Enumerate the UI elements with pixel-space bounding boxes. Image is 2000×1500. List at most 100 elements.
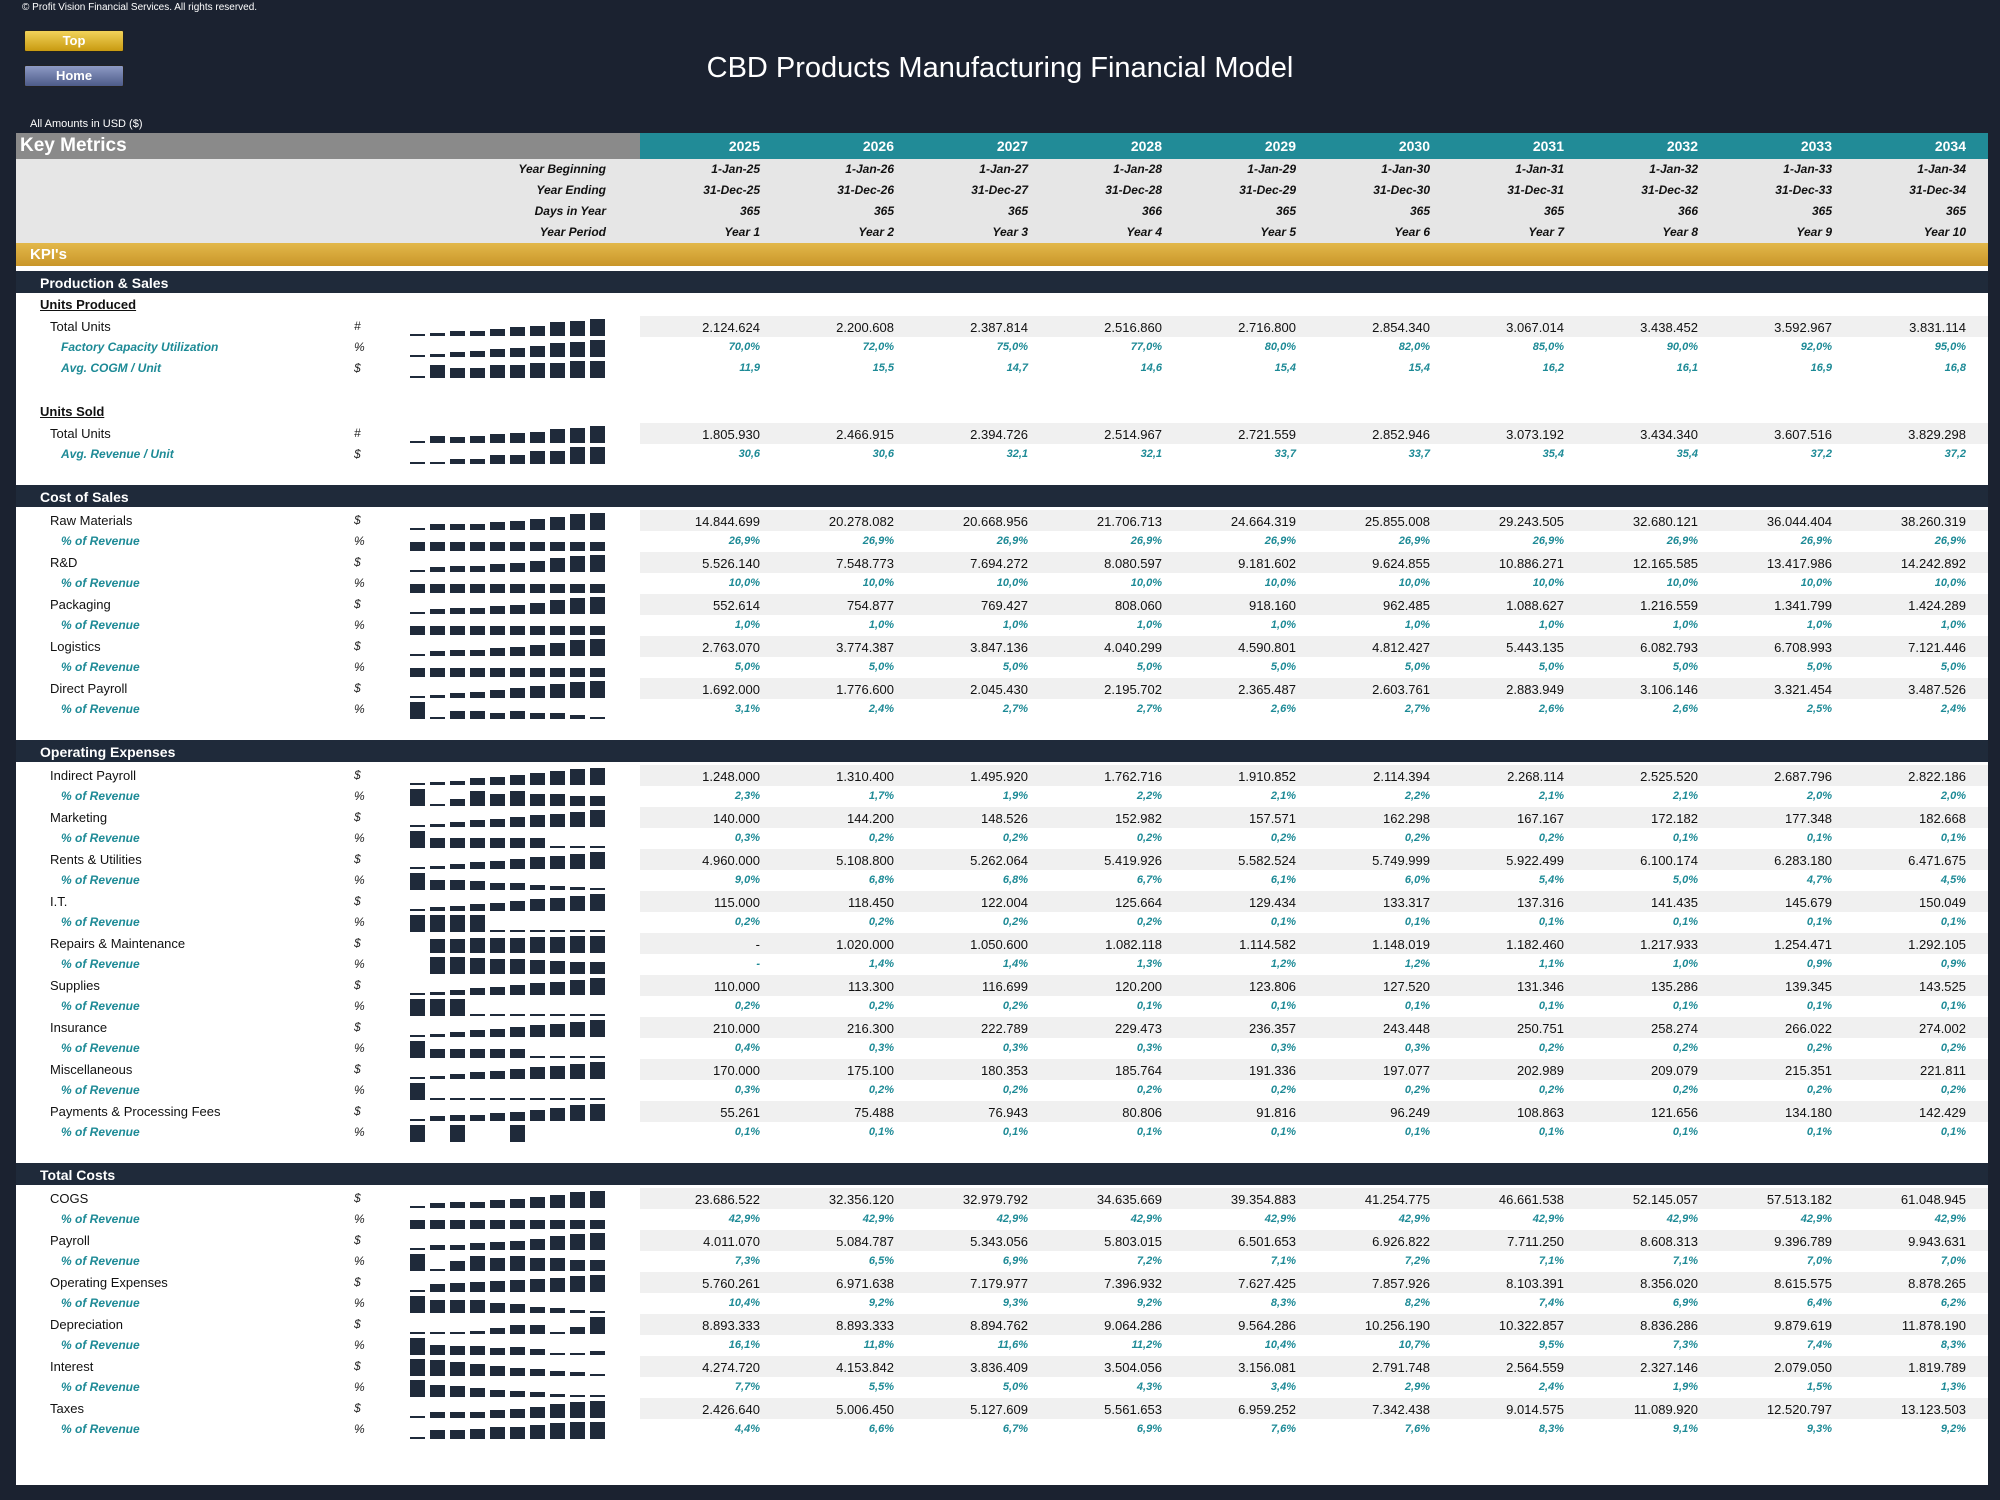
spark-bar <box>570 715 585 719</box>
ratio-row: % of Revenue% 10,0% 10,0% 10,0% 10,0% 10,0% 10… <box>16 573 1988 594</box>
value-cell: 1,0% <box>1538 619 1564 631</box>
value-cells: 0,1% 0,1% 0,1% 0,1% 0,1% 0,1% 0,1% 0,1% 0,1% 0,1% <box>640 1122 1988 1143</box>
value-cells: 4,4% 6,6% 6,7% 6,9% 7,6% 7,6% 8,3% 9,1% 9,3% 9,2% <box>640 1419 1988 1440</box>
spark-bar <box>510 1027 525 1037</box>
value-cell: 2.195.702 <box>1104 682 1162 697</box>
spark-bar <box>530 899 545 911</box>
value-cell: 80.806 <box>1122 1105 1162 1120</box>
spark-bar <box>550 846 565 848</box>
value-cells: 0,4% 0,3% 0,3% 0,3% 0,3% 0,3% 0,2% 0,2% 0,2% 0,2% <box>640 1038 1988 1059</box>
value-cell: 1.020.000 <box>836 937 894 952</box>
value-cell: 5,0% <box>1806 661 1832 673</box>
value-cell: 5.922.499 <box>1506 853 1564 868</box>
spark-bar <box>510 1368 525 1376</box>
value-cell: 8.356.020 <box>1640 1276 1698 1291</box>
spark-bar <box>470 331 485 336</box>
spark-bar <box>450 1115 465 1121</box>
value-cell: 11,6% <box>997 1339 1028 1351</box>
value-cells: 14.844.699 20.278.082 20.668.956 21.706.713… <box>640 510 1988 531</box>
value-cell: 9,1% <box>1672 1423 1698 1435</box>
meta-value: 1-Jan-34 <box>1917 162 1966 176</box>
unit-symbol: $ <box>354 1317 361 1331</box>
value-cell: 57.513.182 <box>1766 1192 1832 1207</box>
value-cell: 1,7% <box>868 790 894 802</box>
value-cell: 5.561.653 <box>1104 1402 1162 1417</box>
spark-bar <box>470 626 485 635</box>
value-cells: 11,9 15,5 14,7 14,6 15,4 15,4 16,2 16,1 16,9 16,8 <box>640 358 1988 379</box>
spark-bar <box>490 1366 505 1376</box>
value-cell: 8,2% <box>1404 1297 1430 1309</box>
meta-value: 365 <box>1275 204 1296 218</box>
value-cell: 9.879.619 <box>1774 1318 1832 1333</box>
spark-bar <box>470 1429 485 1439</box>
value-cell: 32.680.121 <box>1632 514 1698 529</box>
spark-bar <box>530 584 545 593</box>
sparkline <box>410 915 605 932</box>
spark-bar <box>430 999 445 1016</box>
spark-bar <box>590 447 605 464</box>
spark-bar <box>490 1113 505 1121</box>
spark-bar <box>430 717 445 719</box>
value-cell: 0,2% <box>1672 1084 1698 1096</box>
value-cell: 1,0% <box>734 619 760 631</box>
spark-bar <box>430 354 445 357</box>
value-cell: 6,4% <box>1806 1297 1832 1309</box>
spark-bar <box>410 1248 425 1250</box>
value-cells: 2.426.640 5.006.450 5.127.609 5.561.653 6.95… <box>640 1398 1988 1419</box>
value-cell: 7,1% <box>1538 1255 1564 1267</box>
value-cell: 1,0% <box>868 619 894 631</box>
spark-bar <box>510 883 525 890</box>
spark-bar <box>530 626 545 635</box>
spark-bar <box>430 542 445 551</box>
value-cell: 7.179.977 <box>970 1276 1028 1291</box>
value-cell: 216.300 <box>847 1021 894 1036</box>
value-cell: 2.564.559 <box>1506 1360 1564 1375</box>
value-cell: 26,9% <box>1800 535 1832 547</box>
spark-bar <box>550 584 565 593</box>
row-label: Payroll <box>50 1233 90 1248</box>
value-cell: 1,2% <box>1404 958 1430 970</box>
value-cell: 9,3% <box>1806 1423 1832 1435</box>
spark-bar <box>570 1105 585 1121</box>
value-cell: 12.520.797 <box>1766 1402 1832 1417</box>
value-cell: 10,0% <box>1532 577 1564 589</box>
meta-value: 1-Jan-30 <box>1381 162 1430 176</box>
home-button[interactable]: Home <box>24 65 124 87</box>
spark-bar <box>470 1412 485 1418</box>
metric-row: Depreciation $8.893.333 8.893.333 8.894.762… <box>16 1314 1988 1335</box>
spark-bar <box>550 1195 565 1208</box>
meta-value: 365 <box>873 204 894 218</box>
value-cell: 2.268.114 <box>1507 769 1564 784</box>
spark-bar <box>470 436 485 443</box>
value-cell: 7,2% <box>1136 1255 1162 1267</box>
value-cells: 4.960.000 5.108.800 5.262.064 5.419.926 5.58… <box>640 849 1988 870</box>
value-cell: 9.624.855 <box>1372 556 1430 571</box>
value-cell: 2.365.487 <box>1238 682 1296 697</box>
ratio-row: % of Revenue% 7,3% 6,5% 6,9% 7,2% 7,1% 7,2% 7,1… <box>16 1251 1988 1272</box>
spark-bar <box>570 812 585 827</box>
value-cell: 0,1% <box>1404 916 1430 928</box>
meta-value: Year 4 <box>1126 225 1162 239</box>
spark-bar <box>590 1275 605 1292</box>
spark-bar <box>490 777 505 785</box>
sparkline <box>410 447 605 464</box>
value-cell: 0,2% <box>868 1084 894 1096</box>
spark-bar <box>550 961 565 974</box>
spark-bar <box>590 810 605 827</box>
meta-value: 1-Jan-29 <box>1247 162 1296 176</box>
spark-bar <box>450 957 465 974</box>
value-cell: 5,0% <box>1672 661 1698 673</box>
spark-bar <box>510 668 525 677</box>
spark-bar <box>410 654 425 656</box>
metric-row: Interest $4.274.720 4.153.842 3.836.409 3.50… <box>16 1356 1988 1377</box>
value-cell: 0,1% <box>1806 916 1832 928</box>
value-cell: 1,4% <box>1002 958 1028 970</box>
unit-symbol: $ <box>354 447 361 461</box>
spark-bar <box>590 542 605 551</box>
spark-bar <box>430 436 445 443</box>
top-button[interactable]: Top <box>24 30 124 52</box>
value-cell: 35,4 <box>1542 448 1564 460</box>
unit-symbol: $ <box>354 810 361 824</box>
value-cell: 0,2% <box>1940 1042 1966 1054</box>
spark-bar <box>590 1098 605 1100</box>
